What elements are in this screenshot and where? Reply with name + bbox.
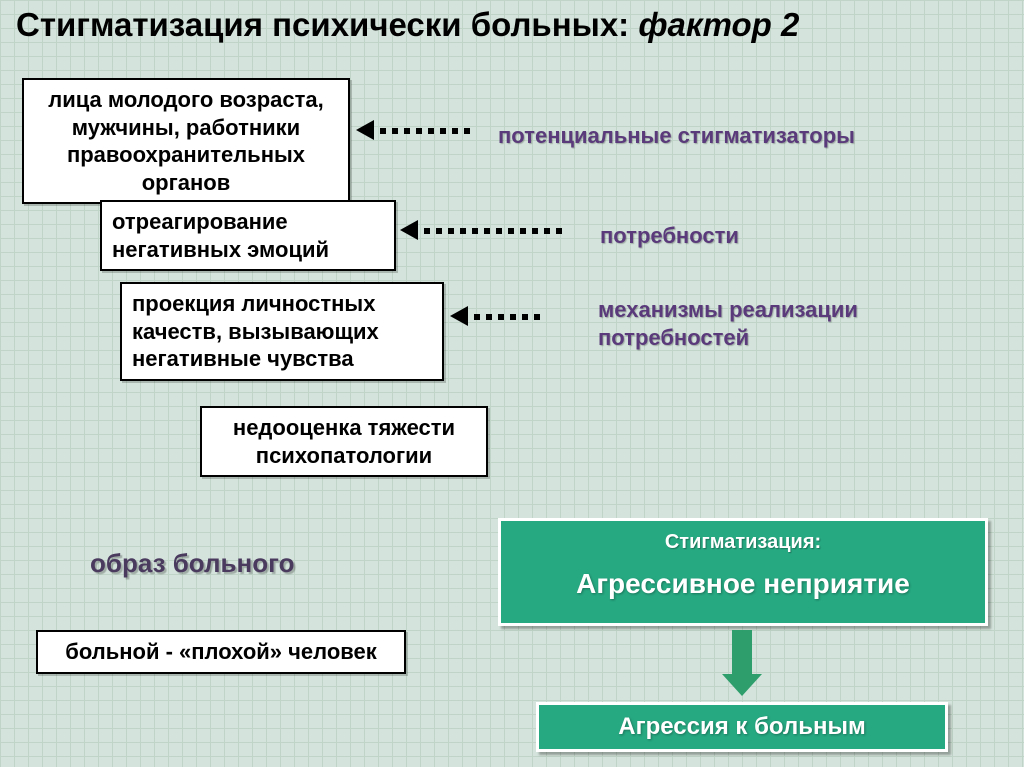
green-box-aggression: Агрессия к больным	[536, 702, 948, 752]
box-patient-bad: больной - «плохой» человек	[36, 630, 406, 674]
box-mechanism: проекция личностных качеств, вызывающих …	[120, 282, 444, 381]
arrow2-dots	[424, 228, 562, 234]
label-needs: потребности	[600, 222, 739, 250]
diagram-canvas: Стигматизация психически больных: фактор…	[0, 0, 1024, 767]
slide-title: Стигматизация психически больных: фактор…	[16, 6, 799, 44]
box-needs: отреагирование негативных эмоций	[100, 200, 396, 271]
arrow3-dots	[474, 314, 540, 320]
box-underestimation-text: недооценка тяжести психопатологии	[233, 415, 455, 468]
section-label-patient-image: образ больного	[90, 548, 295, 579]
box-needs-text: отреагирование негативных эмоций	[112, 209, 329, 262]
label-stigmatizers-text: потенциальные стигматизаторы	[498, 123, 855, 148]
box-patient-bad-text: больной - «плохой» человек	[65, 639, 377, 664]
box-stigmatizers-text: лица молодого возраста, мужчины, работни…	[48, 87, 324, 195]
green-box-stigma: Стигматизация: Агрессивное неприятие	[498, 518, 988, 626]
green-box-sub: Стигматизация:	[501, 521, 985, 554]
title-main: Стигматизация психически больных:	[16, 6, 638, 43]
arrow3-head	[450, 306, 468, 326]
label-mechanism: механизмы реализации потребностей	[598, 296, 958, 351]
arrow2-head	[400, 220, 418, 240]
arrow1-dots	[380, 128, 470, 134]
box-stigmatizers: лица молодого возраста, мужчины, работни…	[22, 78, 350, 204]
section-label-text: образ больного	[90, 548, 295, 578]
box-underestimation: недооценка тяжести психопатологии	[200, 406, 488, 477]
title-italic: фактор 2	[638, 6, 799, 43]
label-mechanism-text: механизмы реализации потребностей	[598, 297, 858, 350]
label-needs-text: потребности	[600, 223, 739, 248]
arrow-down-icon	[732, 630, 752, 674]
arrow1-head	[356, 120, 374, 140]
label-stigmatizers: потенциальные стигматизаторы	[498, 122, 855, 150]
box-mechanism-text: проекция личностных качеств, вызывающих …	[132, 291, 379, 371]
green-box-main: Агрессивное неприятие	[501, 554, 985, 612]
green-box-aggression-text: Агрессия к больным	[618, 713, 865, 740]
